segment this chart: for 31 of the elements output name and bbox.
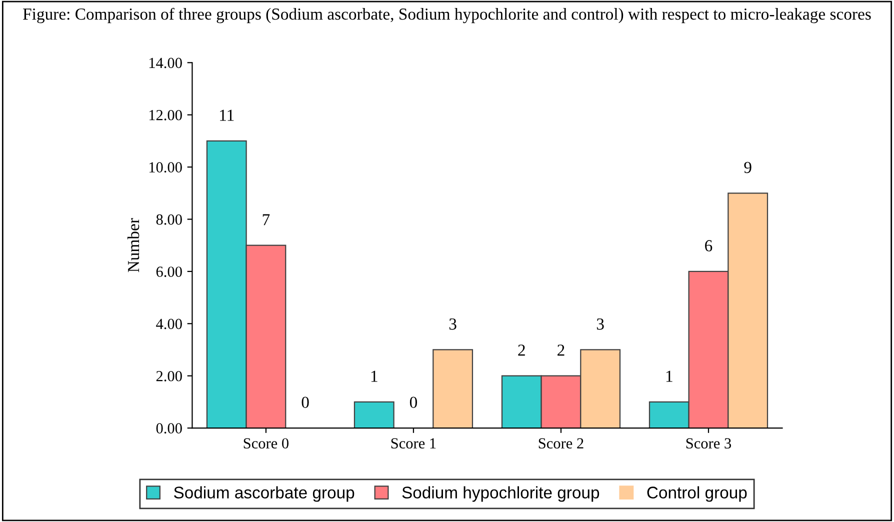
y-tick-label: 12.00 bbox=[149, 110, 182, 120]
bar bbox=[432, 349, 474, 428]
x-tick-label: Score 1 bbox=[391, 438, 436, 449]
legend-label: Control group bbox=[647, 486, 747, 502]
data-label: 9 bbox=[744, 162, 752, 174]
data-label: 0 bbox=[302, 396, 309, 408]
y-tick-label: 8.00 bbox=[156, 214, 182, 225]
y-tick-label: 2.00 bbox=[156, 370, 182, 382]
bar bbox=[354, 401, 394, 428]
data-label: 1 bbox=[371, 370, 378, 382]
data-label: 1 bbox=[666, 370, 672, 382]
y-tick-label: 6.00 bbox=[156, 266, 182, 277]
y-axis-title: Number bbox=[127, 218, 140, 272]
data-label: 7 bbox=[262, 214, 270, 226]
x-tick-label: Score 2 bbox=[538, 438, 584, 449]
y-tick-label: 4.00 bbox=[156, 318, 182, 330]
data-label: 11 bbox=[220, 110, 234, 121]
chart-title: Figure: Comparison of three groups (Sodium ascorbate, Sodium hypochlorite and control) with respect to micro-leakage scores bbox=[23, 8, 871, 24]
data-label: 6 bbox=[705, 240, 712, 252]
y-tick-label: 10.00 bbox=[149, 162, 182, 173]
data-label: 3 bbox=[449, 318, 456, 330]
data-label: 3 bbox=[596, 318, 604, 330]
x-tick-label: Score 3 bbox=[686, 438, 732, 449]
y-tick-label: 0.00 bbox=[156, 423, 182, 434]
data-label: 2 bbox=[558, 344, 564, 356]
legend-label: Sodium ascorbate group bbox=[174, 486, 354, 502]
x-tick-label: Score 0 bbox=[244, 438, 289, 449]
data-label: 2 bbox=[518, 344, 525, 356]
legend-label: Sodium hypochlorite group bbox=[402, 486, 600, 502]
data-label: 0 bbox=[410, 396, 418, 408]
y-tick-label: 14.00 bbox=[149, 58, 182, 68]
